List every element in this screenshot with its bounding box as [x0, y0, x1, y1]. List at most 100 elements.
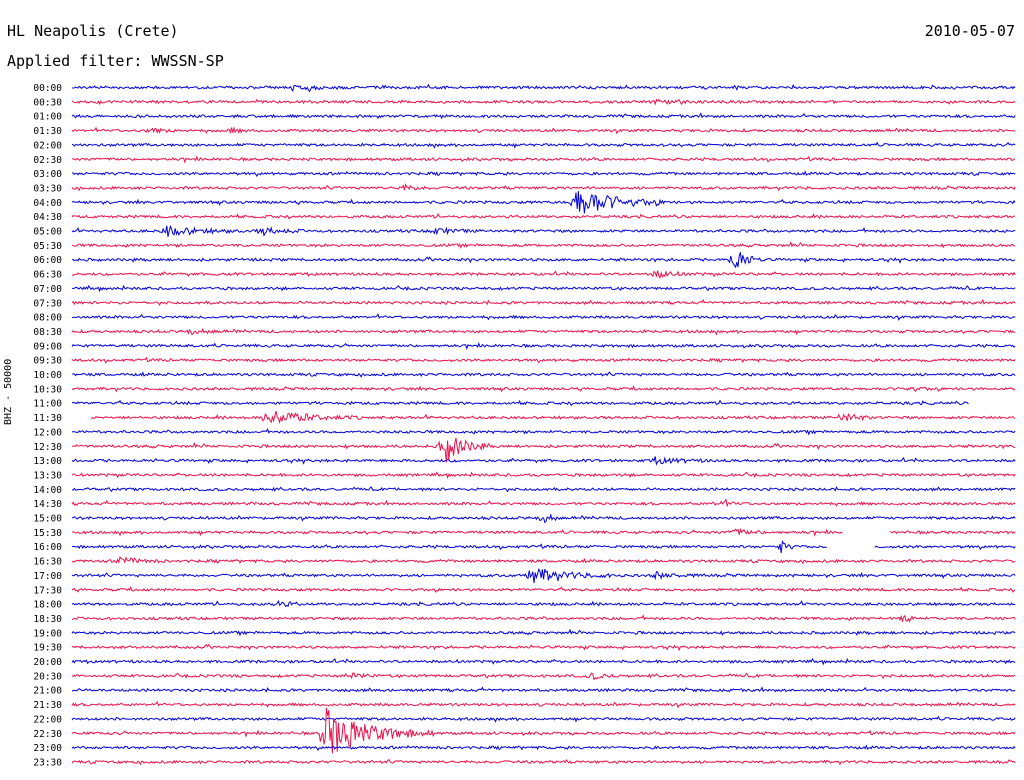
trace-row [71, 586, 1016, 593]
tick-label: 05:30 [33, 241, 62, 252]
trace-row [71, 241, 1016, 250]
trace-row [72, 686, 1016, 693]
tick-label: 19:30 [33, 643, 62, 654]
tick-label: 18:00 [33, 600, 62, 611]
trace-row [71, 628, 1016, 637]
trace-row [71, 191, 1016, 214]
date-label: 2010-05-07 [924, 22, 1015, 40]
tick-label: 19:00 [33, 628, 62, 639]
tick-label: 12:00 [33, 427, 62, 438]
trace-row [71, 437, 1016, 463]
time-tick-labels: 00:00 00:30 01:00 01:30 02:00 02:30 03:00 03:30… [33, 83, 62, 768]
seismic-traces [71, 83, 1016, 766]
trace-row [71, 555, 1016, 565]
trace-row [71, 707, 1016, 754]
trace-row [71, 715, 1016, 723]
tick-label: 22:30 [33, 729, 62, 740]
trace-row [71, 371, 1016, 378]
station-title: HL Neapolis (Crete) [7, 22, 179, 40]
tick-label: 18:30 [33, 614, 62, 625]
trace-row [71, 471, 1016, 479]
trace-row [71, 183, 1016, 192]
trace-row [71, 170, 1016, 177]
tick-label: 00:30 [33, 97, 62, 108]
trace-row [71, 672, 1016, 681]
tick-label: 09:00 [33, 341, 62, 352]
tick-label: 13:30 [33, 470, 62, 481]
tick-label: 10:00 [33, 370, 62, 381]
tick-label: 13:00 [33, 456, 62, 467]
tick-label: 04:00 [33, 198, 62, 209]
trace-row [71, 758, 1016, 766]
trace-row [71, 657, 1016, 666]
tick-label: 09:30 [33, 356, 62, 367]
tick-label: 17:00 [33, 571, 62, 582]
trace-row [71, 456, 1016, 466]
trace-row [71, 599, 1016, 608]
trace-row [71, 141, 1016, 149]
trace-row [71, 399, 969, 407]
tick-label: 23:00 [33, 743, 62, 754]
trace-row [71, 643, 1016, 652]
trace-row [71, 284, 1016, 293]
tick-label: 10:30 [33, 384, 62, 395]
trace-row [71, 744, 1016, 751]
trace-row [71, 155, 1016, 164]
tick-label: 02:00 [33, 140, 62, 151]
tick-label: 08:30 [33, 327, 62, 338]
trace-row [71, 498, 1016, 508]
tick-label: 07:30 [33, 298, 62, 309]
trace-row [71, 224, 1016, 237]
tick-label: 17:30 [33, 585, 62, 596]
trace-row [71, 212, 1016, 220]
trace-row [71, 513, 1016, 524]
trace-row [71, 313, 1016, 321]
tick-label: 02:30 [33, 155, 62, 166]
trace-row [71, 356, 1016, 364]
tick-label: 03:30 [33, 183, 62, 194]
filter-label: Applied filter: WWSSN-SP [7, 52, 224, 70]
tick-label: 01:30 [33, 126, 62, 137]
tick-label: 06:00 [33, 255, 62, 266]
tick-label: 00:00 [33, 83, 62, 94]
trace-row [90, 411, 1016, 425]
trace-row [71, 98, 1016, 106]
trace-row [71, 385, 1016, 393]
tick-label: 14:30 [33, 499, 62, 510]
trace-row [71, 486, 1016, 493]
tick-label: 21:00 [33, 686, 62, 697]
trace-row [71, 126, 1016, 135]
trace-row [71, 700, 1016, 709]
tick-label: 15:30 [33, 528, 62, 539]
tick-label: 20:30 [33, 671, 62, 682]
tick-label: 12:30 [33, 442, 62, 453]
tick-label: 16:00 [33, 542, 62, 553]
tick-label: 11:30 [33, 413, 62, 424]
tick-label: 06:30 [33, 270, 62, 281]
tick-label: 11:00 [33, 399, 62, 410]
tick-label: 01:00 [33, 112, 62, 123]
tick-label: 16:30 [33, 557, 62, 568]
tick-label: 08:00 [33, 313, 62, 324]
tick-label: 07:00 [33, 284, 62, 295]
tick-label: 04:30 [33, 212, 62, 223]
trace-row [71, 540, 1016, 554]
trace-row [71, 427, 1016, 436]
trace-row [71, 342, 1016, 351]
trace-row [71, 83, 1016, 93]
trace-row [71, 327, 1016, 336]
tick-label: 05:00 [33, 227, 62, 238]
trace-row [71, 252, 1016, 269]
trace-row [71, 270, 1016, 280]
tick-label: 14:00 [33, 485, 62, 496]
tick-label: 03:00 [33, 169, 62, 180]
trace-row [71, 298, 1016, 306]
trace-row [72, 528, 1016, 537]
tick-label: 21:30 [33, 700, 62, 711]
trace-row [71, 614, 1016, 623]
tick-label: 20:00 [33, 657, 62, 668]
tick-label: 23:30 [33, 757, 62, 768]
tick-label: 22:00 [33, 714, 62, 725]
trace-row [71, 112, 1016, 120]
